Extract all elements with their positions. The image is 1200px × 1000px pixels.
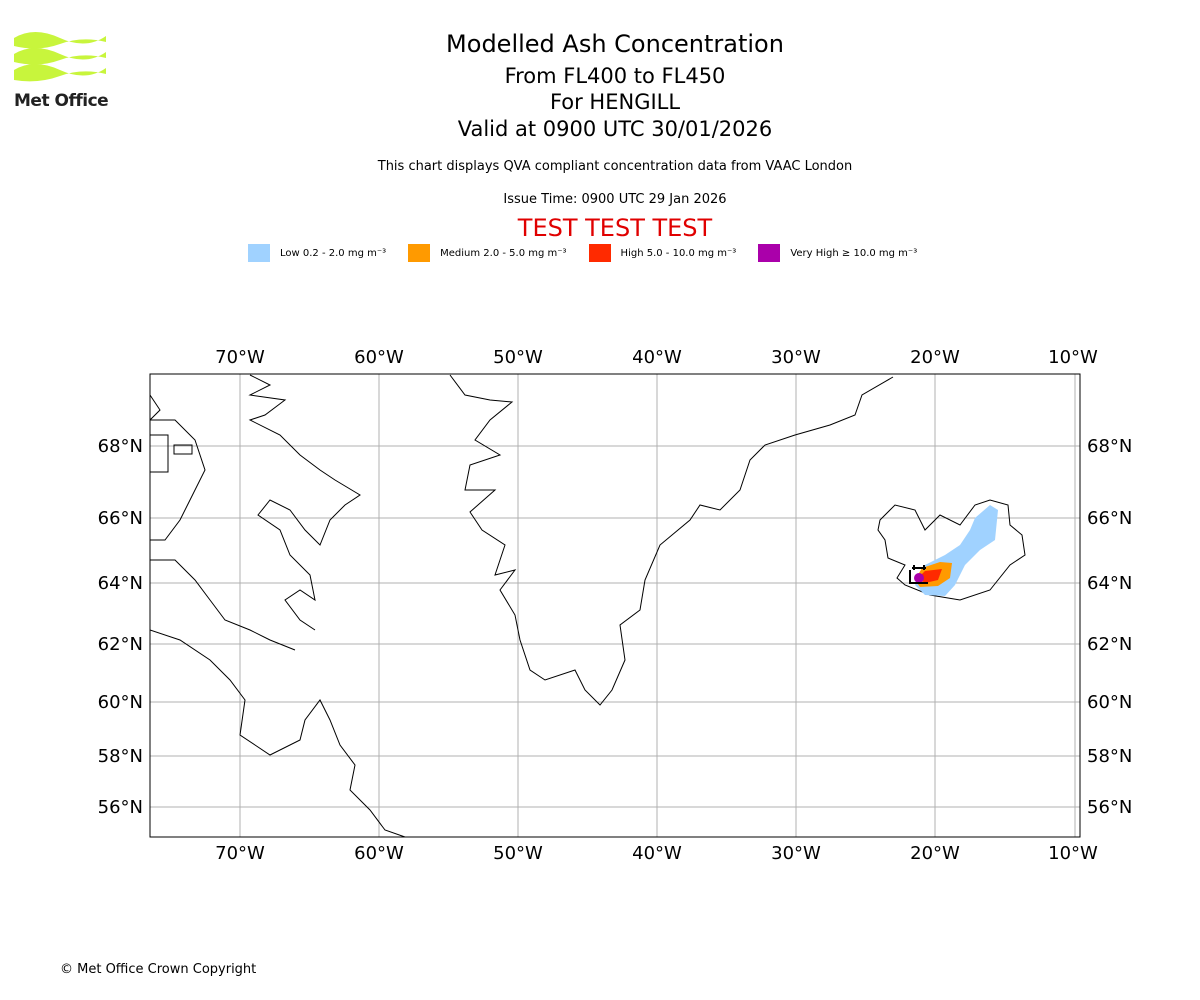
- legend-item-low: Low 0.2 - 2.0 mg m⁻³: [248, 244, 386, 262]
- legend-label: Low 0.2 - 2.0 mg m⁻³: [280, 247, 387, 259]
- greenland-coast: [449, 374, 894, 706]
- lat-label: 60°N: [98, 692, 143, 713]
- ash-high: [918, 569, 942, 583]
- lon-label: 60°W: [354, 347, 404, 368]
- lon-label: 30°W: [771, 843, 821, 864]
- lon-label: 20°W: [910, 843, 960, 864]
- map-frame: [149, 373, 1081, 838]
- volcano-name: For HENGILL: [549, 90, 681, 114]
- lat-labels-left: 68°N 66°N 64°N 62°N 60°N 58°N 56°N: [98, 436, 143, 818]
- lat-label: 66°N: [98, 508, 143, 529]
- lon-labels-top: 70°W 60°W 50°W 40°W 30°W 20°W 10°W: [215, 347, 1098, 368]
- flight-level-range: From FL400 to FL450: [504, 64, 726, 88]
- canada-coast: [150, 394, 406, 837]
- lon-label: 40°W: [632, 843, 682, 864]
- met-office-logo-icon: [14, 32, 106, 82]
- legend-swatch: [408, 244, 431, 262]
- lat-label: 60°N: [1087, 692, 1132, 713]
- lon-label: 50°W: [493, 843, 543, 864]
- test-banner: TEST TEST TEST: [517, 214, 713, 242]
- lon-labels-bottom: 70°W 60°W 50°W 40°W 30°W 20°W 10°W: [215, 843, 1098, 864]
- legend-label: Medium 2.0 - 5.0 mg m⁻³: [440, 247, 567, 259]
- volcano-marker-icon: [909, 565, 928, 584]
- valid-time: Valid at 0900 UTC 30/01/2026: [457, 117, 773, 141]
- issue-time: Issue Time: 0900 UTC 29 Jan 2026: [503, 192, 727, 207]
- lat-label: 56°N: [1087, 797, 1132, 818]
- copyright: © Met Office Crown Copyright: [60, 962, 257, 977]
- ash-very-high: [914, 573, 924, 583]
- legend-swatch: [758, 244, 781, 262]
- lat-label: 58°N: [1087, 746, 1132, 767]
- lat-label: 68°N: [98, 436, 143, 457]
- lat-label: 58°N: [98, 746, 143, 767]
- legend-swatch: [588, 244, 611, 262]
- legend-label: Very High ≥ 10.0 mg m⁻³: [790, 247, 918, 259]
- lat-label: 62°N: [98, 634, 143, 655]
- legend: Low 0.2 - 2.0 mg m⁻³ Medium 2.0 - 5.0 mg…: [248, 244, 939, 262]
- lon-label: 10°W: [1048, 347, 1098, 368]
- legend-item-medium: Medium 2.0 - 5.0 mg m⁻³: [408, 244, 567, 262]
- lat-label: 62°N: [1087, 634, 1132, 655]
- chart-description: This chart displays QVA compliant concen…: [377, 159, 853, 174]
- legend-item-high: High 5.0 - 10.0 mg m⁻³: [588, 244, 737, 262]
- lon-label: 10°W: [1048, 843, 1098, 864]
- lon-label: 50°W: [493, 347, 543, 368]
- legend-swatch: [248, 244, 270, 262]
- legend-label: High 5.0 - 10.0 mg m⁻³: [620, 247, 737, 259]
- lat-label: 66°N: [1087, 508, 1132, 529]
- chart-title: Modelled Ash Concentration: [446, 30, 784, 58]
- lat-label: 68°N: [1087, 436, 1132, 457]
- baffin-coast: [248, 374, 361, 631]
- lon-label: 40°W: [632, 347, 682, 368]
- lon-label: 20°W: [910, 347, 960, 368]
- met-office-logo-text: Met Office: [14, 91, 109, 111]
- lon-label: 70°W: [215, 347, 265, 368]
- lon-label: 30°W: [771, 347, 821, 368]
- legend-item-very-high: Very High ≥ 10.0 mg m⁻³: [758, 244, 917, 262]
- lat-label: 64°N: [1087, 573, 1132, 594]
- lat-label: 56°N: [98, 797, 143, 818]
- iceland-coast: [877, 499, 1026, 601]
- coastlines: [150, 374, 1026, 837]
- lat-label: 64°N: [98, 573, 143, 594]
- lon-label: 60°W: [354, 843, 404, 864]
- lon-label: 70°W: [215, 843, 265, 864]
- lat-labels-right: 68°N 66°N 64°N 62°N 60°N 58°N 56°N: [1087, 436, 1132, 818]
